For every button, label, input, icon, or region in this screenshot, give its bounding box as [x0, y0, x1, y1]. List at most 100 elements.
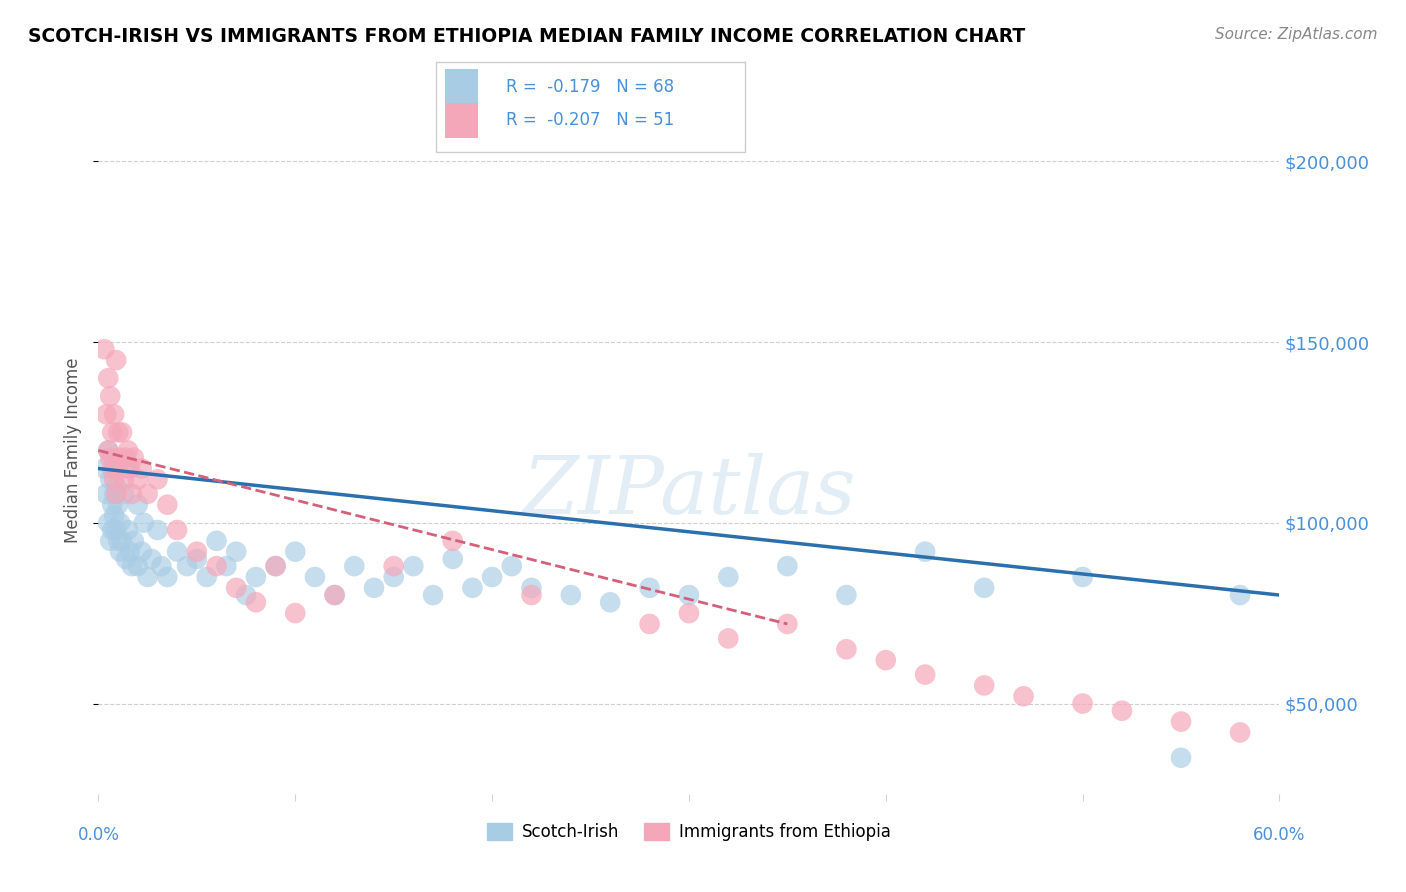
- Point: [96, 407, 118, 421]
- Text: R =  -0.179   N = 68: R = -0.179 N = 68: [506, 78, 675, 95]
- Point: [141, 552, 163, 566]
- Point: [146, 472, 169, 486]
- Point: [245, 595, 267, 609]
- Point: [205, 559, 228, 574]
- Point: [112, 487, 135, 501]
- Point: [382, 559, 405, 574]
- Point: [117, 443, 139, 458]
- Point: [835, 588, 858, 602]
- Point: [264, 559, 287, 574]
- Point: [107, 425, 129, 440]
- Point: [111, 425, 134, 440]
- Point: [422, 588, 444, 602]
- Point: [127, 498, 149, 512]
- Point: [136, 570, 159, 584]
- Point: [176, 559, 198, 574]
- Point: [97, 443, 120, 458]
- Point: [121, 559, 143, 574]
- Point: [235, 588, 257, 602]
- Point: [1170, 714, 1192, 729]
- Point: [131, 544, 153, 558]
- Point: [1229, 725, 1251, 739]
- Point: [186, 544, 208, 558]
- Point: [914, 667, 936, 681]
- Point: [166, 523, 188, 537]
- Point: [136, 487, 159, 501]
- Point: [776, 559, 799, 574]
- Point: [98, 472, 121, 486]
- Point: [382, 570, 405, 584]
- Point: [205, 533, 228, 548]
- Point: [108, 544, 131, 558]
- Point: [973, 581, 995, 595]
- Point: [520, 588, 543, 602]
- Point: [835, 642, 858, 657]
- Point: [363, 581, 385, 595]
- Point: [146, 523, 169, 537]
- Point: [776, 617, 799, 632]
- Point: [97, 371, 120, 385]
- Point: [1229, 588, 1251, 602]
- Point: [245, 570, 267, 584]
- Point: [717, 570, 740, 584]
- Point: [166, 544, 188, 558]
- Point: [323, 588, 346, 602]
- Point: [103, 407, 125, 421]
- Point: [441, 552, 464, 566]
- Y-axis label: Median Family Income: Median Family Income: [65, 358, 83, 543]
- Point: [98, 450, 121, 465]
- Point: [118, 461, 141, 475]
- Point: [501, 559, 523, 574]
- Text: SCOTCH-IRISH VS IMMIGRANTS FROM ETHIOPIA MEDIAN FAMILY INCOME CORRELATION CHART: SCOTCH-IRISH VS IMMIGRANTS FROM ETHIOPIA…: [28, 27, 1025, 45]
- Point: [107, 498, 129, 512]
- Point: [105, 487, 128, 501]
- Point: [101, 425, 124, 440]
- Point: [93, 461, 115, 475]
- Point: [678, 606, 700, 620]
- Point: [215, 559, 238, 574]
- Point: [111, 533, 134, 548]
- Point: [131, 461, 153, 475]
- Legend: Scotch-Irish, Immigrants from Ethiopia: Scotch-Irish, Immigrants from Ethiopia: [479, 816, 898, 847]
- Text: R =  -0.207   N = 51: R = -0.207 N = 51: [506, 112, 675, 129]
- Point: [115, 552, 138, 566]
- Point: [97, 516, 120, 530]
- Point: [195, 570, 218, 584]
- Point: [127, 472, 149, 486]
- Point: [101, 498, 124, 512]
- Point: [122, 450, 145, 465]
- Point: [264, 559, 287, 574]
- Point: [1071, 570, 1094, 584]
- Point: [103, 508, 125, 523]
- Point: [112, 472, 135, 486]
- Point: [98, 389, 121, 403]
- Point: [343, 559, 366, 574]
- Point: [103, 487, 125, 501]
- Point: [107, 533, 129, 548]
- Point: [96, 487, 118, 501]
- Point: [105, 523, 128, 537]
- Point: [599, 595, 621, 609]
- Point: [105, 480, 128, 494]
- Point: [284, 544, 307, 558]
- Point: [150, 559, 173, 574]
- Point: [560, 588, 582, 602]
- Point: [103, 472, 125, 486]
- Text: Source: ZipAtlas.com: Source: ZipAtlas.com: [1215, 27, 1378, 42]
- Point: [156, 570, 179, 584]
- Point: [127, 559, 149, 574]
- Point: [481, 570, 503, 584]
- Point: [638, 617, 661, 632]
- Point: [875, 653, 897, 667]
- Point: [107, 461, 129, 475]
- Point: [122, 533, 145, 548]
- Point: [186, 552, 208, 566]
- Point: [156, 498, 179, 512]
- Point: [678, 588, 700, 602]
- Point: [441, 533, 464, 548]
- Point: [101, 523, 124, 537]
- Point: [1071, 697, 1094, 711]
- Point: [121, 487, 143, 501]
- Point: [520, 581, 543, 595]
- Point: [98, 533, 121, 548]
